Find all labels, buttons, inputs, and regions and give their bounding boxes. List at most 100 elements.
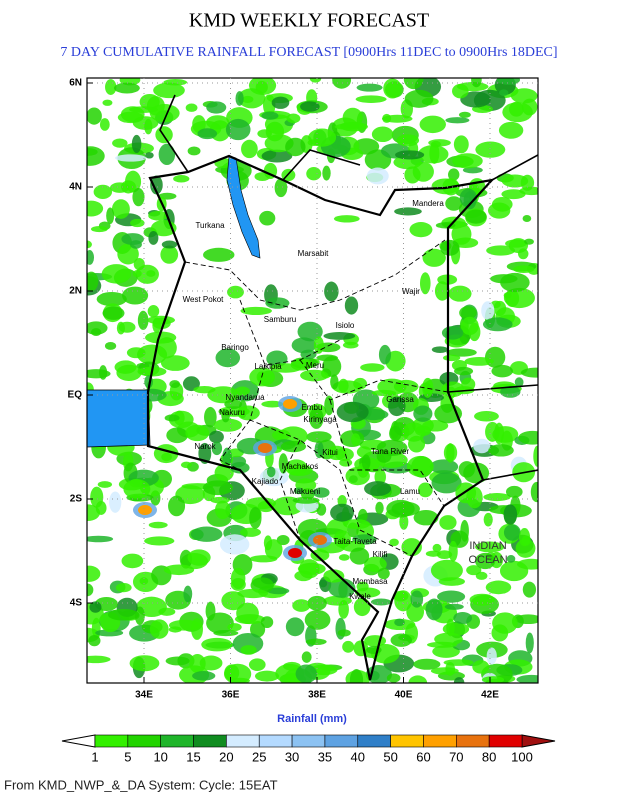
rain-patch xyxy=(285,137,306,157)
place-label: Embu xyxy=(302,403,323,412)
rain-patch xyxy=(240,306,272,316)
rain-patch xyxy=(355,95,387,103)
rain-patch xyxy=(333,215,360,223)
rain-patch xyxy=(182,376,200,392)
colorbar-label: 15 xyxy=(186,749,200,764)
rain-patch xyxy=(109,491,122,513)
rain-patch xyxy=(524,238,534,245)
rain-patch xyxy=(422,377,434,398)
rain-patch xyxy=(453,612,472,625)
rain-patch xyxy=(283,399,297,409)
colorbar-label: 40 xyxy=(351,749,365,764)
rain-patch xyxy=(448,285,472,302)
rain-patch xyxy=(248,658,266,671)
rain-patch xyxy=(458,461,475,478)
rain-patch xyxy=(185,103,198,112)
rain-patch xyxy=(482,317,513,332)
rain-patch xyxy=(158,143,176,166)
rain-patch xyxy=(328,578,356,598)
colorbar-label: 5 xyxy=(124,749,131,764)
rain-patch xyxy=(521,98,538,116)
footer: From KMD_NWP_&_DA System: Cycle: 15EAT xyxy=(4,777,278,792)
rain-patch xyxy=(474,410,499,422)
place-label: Kirinyaga xyxy=(303,415,337,424)
rain-patch xyxy=(353,640,369,657)
rain-patch xyxy=(349,547,370,565)
rain-patch xyxy=(234,614,265,625)
colorbar-label: 100 xyxy=(511,749,533,764)
rain-patch xyxy=(213,629,239,637)
colorbar-label: 60 xyxy=(416,749,430,764)
rain-patch xyxy=(274,178,288,198)
rain-patch xyxy=(460,91,491,108)
rain-patch xyxy=(493,300,507,317)
rain-patch xyxy=(392,590,409,602)
rain-patch xyxy=(468,322,481,342)
rain-patch xyxy=(147,315,175,325)
rain-patch xyxy=(210,496,230,504)
geography xyxy=(87,94,538,681)
place-label: Nakuru xyxy=(219,408,245,417)
rain-patch xyxy=(475,571,488,580)
rain-patch xyxy=(191,618,203,640)
rainfall-field xyxy=(87,78,538,683)
rain-patch xyxy=(333,530,351,548)
rain-patch xyxy=(292,496,320,504)
rain-patch xyxy=(117,243,139,265)
rain-patch xyxy=(122,286,149,305)
rain-patch xyxy=(180,461,192,469)
rain-patch xyxy=(481,301,495,320)
rain-patch xyxy=(213,418,243,432)
rain-patch xyxy=(388,396,406,417)
rain-patch xyxy=(445,117,470,124)
rain-patch xyxy=(394,207,422,216)
rain-patch xyxy=(515,538,536,558)
rain-patch xyxy=(425,598,443,621)
neighbour-borders xyxy=(159,94,538,481)
rain-patch xyxy=(517,248,529,260)
rain-patch xyxy=(88,635,101,647)
rain-patch xyxy=(418,482,433,498)
rain-patch xyxy=(471,78,482,88)
rain-patch xyxy=(250,621,266,638)
rain-patch xyxy=(201,637,233,652)
place-label: Kajiado xyxy=(252,477,279,486)
rain-patch xyxy=(87,583,94,597)
rain-patch xyxy=(261,149,293,163)
rain-patch xyxy=(448,168,460,181)
ocean-label: INDIAN xyxy=(469,540,506,552)
rain-patch xyxy=(422,248,446,267)
rain-patch xyxy=(503,504,518,525)
rain-patch xyxy=(169,380,181,389)
place-label: Garissa xyxy=(386,395,414,404)
rain-patch xyxy=(199,655,223,671)
rain-patch xyxy=(530,481,538,503)
rain-patch xyxy=(361,454,371,471)
rain-patch xyxy=(206,101,227,114)
rain-patch xyxy=(323,569,345,583)
rain-patch xyxy=(265,121,285,142)
rain-patch xyxy=(475,541,505,553)
rain-patch xyxy=(187,146,201,156)
rain-patch xyxy=(332,78,352,89)
rain-patch xyxy=(131,134,142,153)
rain-patch xyxy=(522,215,532,223)
rain-patch xyxy=(429,459,459,474)
lat-tick-label: 2N xyxy=(69,286,82,297)
colorbar-label: 70 xyxy=(449,749,463,764)
rain-patch xyxy=(267,587,290,595)
rain-patch xyxy=(500,385,521,398)
rain-patch xyxy=(255,80,268,94)
rain-patch xyxy=(330,503,354,522)
rain-patch xyxy=(156,337,177,359)
lat-tick-label: 2S xyxy=(70,494,83,505)
rain-patch xyxy=(410,590,424,608)
place-label: Kwale xyxy=(349,592,371,601)
rain-patch xyxy=(221,408,230,423)
rain-patch xyxy=(409,222,433,238)
rain-patch xyxy=(358,508,368,523)
place-label: Samburu xyxy=(264,315,296,324)
rain-patch xyxy=(123,479,151,499)
rain-patch xyxy=(145,152,154,159)
rain-patch xyxy=(520,367,538,378)
